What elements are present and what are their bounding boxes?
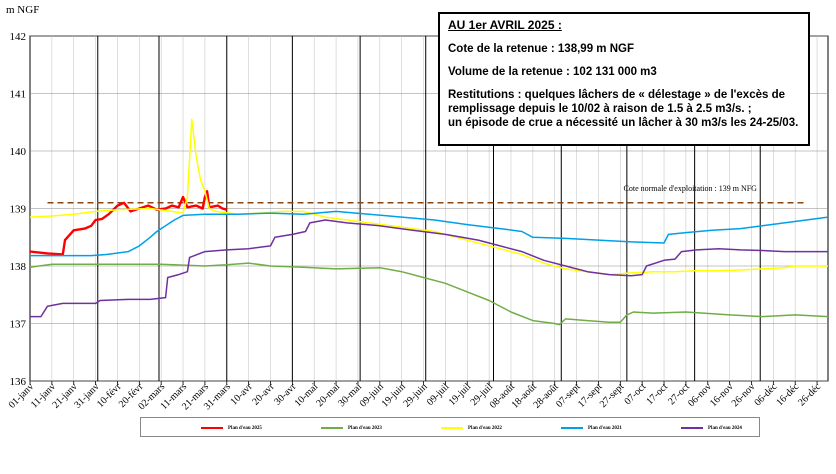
legend-label: Plan d'eau 2021 (588, 425, 622, 431)
legend-label: Plan d'eau 2022 (468, 425, 502, 431)
x-tick-label: 17-oct (644, 381, 670, 407)
legend-item: Plan d'eau 2022 (441, 423, 502, 433)
legend-swatch (201, 427, 223, 429)
x-tick-label: 19-juin (380, 381, 408, 409)
reference-line-group: Cote normale d'exploitation : 139 m NFG (47, 184, 807, 204)
x-tick-label: 29-juin (401, 381, 429, 409)
axes (29, 381, 818, 385)
legend-label: Plan d'eau 2025 (228, 425, 262, 431)
x-tick-label: 31-janv (72, 381, 101, 410)
reference-label: Cote normale d'exploitation : 139 m NFG (624, 184, 758, 193)
legend-item: Plan d'eau 2024 (681, 423, 742, 433)
y-tick-label: 140 (10, 146, 27, 158)
info-restitutions-2: remplissage depuis le 10/02 à raison de … (448, 103, 752, 115)
info-restitutions-1: Restitutions : quelques lâchers de « dél… (448, 89, 785, 101)
y-tick-label: 136 (10, 376, 27, 388)
y-axis-unit-label: m NGF (6, 4, 40, 16)
legend-item: Plan d'eau 2025 (201, 423, 262, 433)
x-tick-label: 06-nov (686, 381, 714, 409)
y-tick-labels: 136 137 138 139 140 141 142 (10, 31, 27, 388)
x-tick-label: 16-déc (774, 381, 801, 408)
info-box: AU 1er AVRIL 2025 : Cote de la retenue :… (438, 12, 810, 146)
x-tick-label: 27-sept (598, 381, 627, 410)
legend-swatch (441, 427, 463, 429)
x-tick-label: 07-oct (622, 381, 648, 407)
y-tick-label: 139 (10, 204, 27, 216)
legend-swatch (321, 427, 343, 429)
info-cote: Cote de la retenue : 138,99 m NGF (448, 43, 634, 55)
series-line (29, 118, 828, 276)
info-volume: Volume de la retenue : 102 131 000 m3 (448, 66, 657, 78)
y-tick-label: 142 (10, 31, 27, 43)
y-tick-label: 137 (10, 319, 27, 331)
x-tick-label: 19-juil (447, 381, 474, 408)
x-tick-label: 26-déc (796, 381, 823, 408)
series-line (30, 210, 829, 257)
y-tick-label: 141 (10, 89, 27, 101)
legend: Plan d'eau 2025 Plan d'eau 2023 Plan d'eau… (140, 417, 760, 437)
info-header: AU 1er AVRIL 2025 : (448, 18, 562, 32)
x-tick-label: 26-nov (730, 381, 758, 409)
series-group (29, 118, 829, 326)
legend-swatch (561, 427, 583, 429)
x-tick-label: 16-nov (708, 381, 736, 409)
x-tick-label: 09-juil (425, 381, 452, 408)
series-line (29, 262, 829, 326)
legend-label: Plan d'eau 2023 (348, 425, 382, 431)
x-tick-label: 09-juin (358, 381, 386, 409)
x-tick-label: 28-août (531, 381, 561, 411)
legend-item: Plan d'eau 2023 (321, 423, 382, 433)
x-tick-label: 10-mai (293, 381, 321, 409)
x-tick-label: 10-avr (229, 381, 256, 408)
legend-item: Plan d'eau 2021 (561, 423, 622, 433)
legend-label: Plan d'eau 2024 (708, 425, 742, 431)
info-restitutions-3: un épisode de crue a nécessité un lâcher… (448, 117, 799, 129)
legend-swatch (681, 427, 703, 429)
y-tick-label: 138 (10, 261, 27, 273)
x-tick-label: 20-avr (250, 381, 277, 408)
series-line (30, 219, 828, 318)
x-tick-label: 20-mai (314, 381, 342, 409)
x-tick-labels: 01-janv11-janv21-janv31-janv10-févr20-fé… (7, 381, 824, 412)
x-tick-label: 06-déc (752, 381, 779, 408)
